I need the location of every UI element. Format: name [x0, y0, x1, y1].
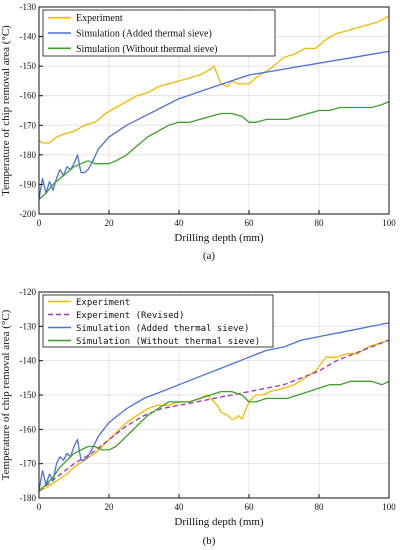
legend-label-2: Simulation (Without thermal sieve)	[76, 44, 218, 55]
y-tick-label: -200	[20, 209, 37, 219]
y-tick-label: -150	[20, 390, 37, 400]
series-line-3	[38, 380, 390, 492]
y-tick-label: -170	[20, 459, 37, 469]
x-tick-label: 0	[37, 218, 42, 228]
y-tick-label: -130	[20, 321, 37, 331]
y-tick-label: -120	[20, 287, 37, 297]
chart-panel-a: 0 20 40 60 80 100 -130 -140 -150 -160 -170 -180 -190…	[0, 2, 396, 262]
y-tick-label: -150	[20, 61, 37, 71]
panel-caption: (a)	[203, 250, 216, 262]
x-tick-label: 60	[245, 502, 255, 512]
legend-label-1: Experiment (Revised)	[76, 311, 184, 321]
series-line-0	[38, 339, 390, 492]
plot-frame	[38, 6, 390, 215]
x-tick-label: 40	[175, 502, 185, 512]
y-tick-label: -130	[20, 2, 37, 12]
legend-box	[42, 9, 276, 57]
series-line-0	[38, 15, 390, 144]
legend-label-0: Experiment	[76, 298, 130, 308]
y-tick-label: -170	[20, 120, 37, 130]
y-tick-label: -140	[20, 356, 37, 366]
y-tick-label: -190	[20, 179, 37, 189]
x-tick-label: 80	[315, 218, 325, 228]
series-line-2	[38, 322, 390, 492]
legend-label-1: Simulation (Added thermal sieve)	[76, 29, 212, 40]
y-axis-label: Temperature of chip removal area (°C)	[0, 25, 12, 196]
x-tick-label: 100	[382, 502, 396, 512]
y-tick-label: -140	[20, 32, 37, 42]
x-tick-label: 20	[105, 502, 115, 512]
x-tick-label: 0	[37, 502, 42, 512]
series-line-1	[38, 50, 390, 200]
y-tick-label: -160	[20, 91, 37, 101]
x-axis-label: Drilling depth (mm)	[174, 232, 264, 244]
y-tick-label: -180	[20, 493, 37, 503]
legend-label-0: Experiment	[76, 13, 123, 24]
x-tick-label: 100	[382, 218, 396, 228]
x-axis-label: Drilling depth (mm)	[174, 516, 264, 528]
x-tick-label: 40	[175, 218, 185, 228]
legend-label-3: Simulation (Without thermal sieve)	[76, 337, 260, 347]
legend-label-2: Simulation (Added thermal sieve)	[76, 324, 249, 334]
series-line-1	[38, 339, 390, 492]
x-tick-label: 80	[315, 502, 325, 512]
legend-box	[42, 294, 274, 348]
y-axis-label: Temperature of chip removal area (°C)	[0, 309, 12, 480]
series-line-2	[38, 101, 390, 200]
panel-caption: (b)	[203, 535, 216, 547]
legend: Experiment Simulation (Added thermal siev…	[42, 9, 276, 57]
y-tick-label: -160	[20, 424, 37, 434]
x-tick-label: 60	[245, 218, 255, 228]
chart-panel-b: 0 20 40 60 80 100 -120 -130 -140 -150 -160 -170 -180…	[0, 287, 396, 547]
legend: Experiment Experiment (Revised) Simulation…	[42, 294, 274, 348]
x-tick-label: 20	[105, 218, 115, 228]
y-tick-label: -180	[20, 150, 37, 160]
